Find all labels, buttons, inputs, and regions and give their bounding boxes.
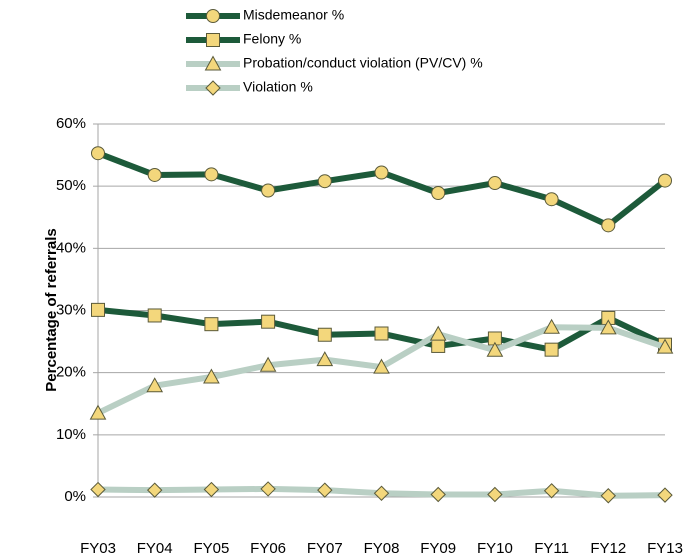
data-point [374, 165, 389, 180]
x-tick-label: FY13 [647, 540, 683, 557]
x-tick-label: FY06 [250, 540, 286, 557]
data-point [146, 482, 163, 498]
data-point [261, 183, 276, 198]
data-point [600, 488, 617, 504]
y-tick-label: 40% [56, 239, 86, 256]
x-tick-label: FY09 [420, 540, 456, 557]
data-point [147, 167, 162, 182]
x-tick-label: FY03 [80, 540, 116, 557]
data-point [317, 327, 332, 342]
data-point [261, 314, 276, 329]
data-point [373, 485, 390, 501]
y-tick-label: 30% [56, 301, 86, 318]
data-point [317, 482, 333, 498]
x-tick-label: FY07 [307, 540, 343, 557]
data-point [544, 192, 559, 207]
data-point [147, 308, 162, 323]
data-point [544, 342, 559, 357]
data-point [90, 481, 106, 498]
data-point [657, 487, 673, 503]
data-point [203, 481, 220, 498]
y-tick-label: 20% [56, 364, 86, 381]
data-point [429, 325, 447, 341]
data-point [146, 377, 164, 393]
data-point [317, 174, 332, 189]
series-line [96, 150, 667, 229]
legend-marker [206, 33, 220, 47]
y-axis-label: Percentage of referrals [43, 228, 60, 391]
data-point [658, 173, 672, 188]
x-tick-label: FY05 [193, 540, 229, 557]
data-point [373, 358, 390, 374]
legend-marker [206, 9, 220, 23]
y-tick-label: 10% [56, 426, 86, 443]
data-point [431, 338, 446, 353]
data-point [91, 302, 105, 317]
data-point [487, 176, 502, 191]
data-point [601, 218, 616, 233]
data-point [656, 338, 674, 354]
data-point [487, 486, 503, 503]
data-point [204, 317, 219, 332]
y-tick-label: 0% [64, 488, 86, 505]
data-point [204, 167, 219, 182]
y-tick-label: 60% [56, 115, 86, 132]
data-point [486, 341, 504, 357]
legend-label: Probation/conduct violation (PV/CV) % [243, 55, 483, 71]
x-tick-label: FY11 [534, 540, 569, 557]
x-tick-label: FY08 [364, 540, 400, 557]
data-point [374, 326, 389, 341]
data-point [543, 483, 560, 499]
legend-label: Misdemeanor % [243, 7, 344, 23]
data-point [599, 319, 617, 335]
legend-marker [205, 80, 221, 96]
data-point [91, 146, 105, 161]
data-point [203, 368, 220, 384]
legend-label: Violation % [243, 79, 313, 95]
data-point [543, 318, 560, 334]
x-tick-label: FY12 [590, 540, 626, 557]
x-tick-label: FY04 [137, 540, 173, 557]
y-tick-label: 50% [56, 177, 86, 194]
data-point [316, 351, 334, 367]
data-point [89, 404, 107, 420]
data-point [260, 481, 276, 497]
data-point [430, 486, 446, 503]
legend-label: Felony % [243, 31, 301, 47]
x-tick-label: FY10 [477, 540, 513, 557]
data-point [259, 356, 277, 372]
legend-marker [204, 55, 222, 71]
data-point [431, 186, 446, 201]
